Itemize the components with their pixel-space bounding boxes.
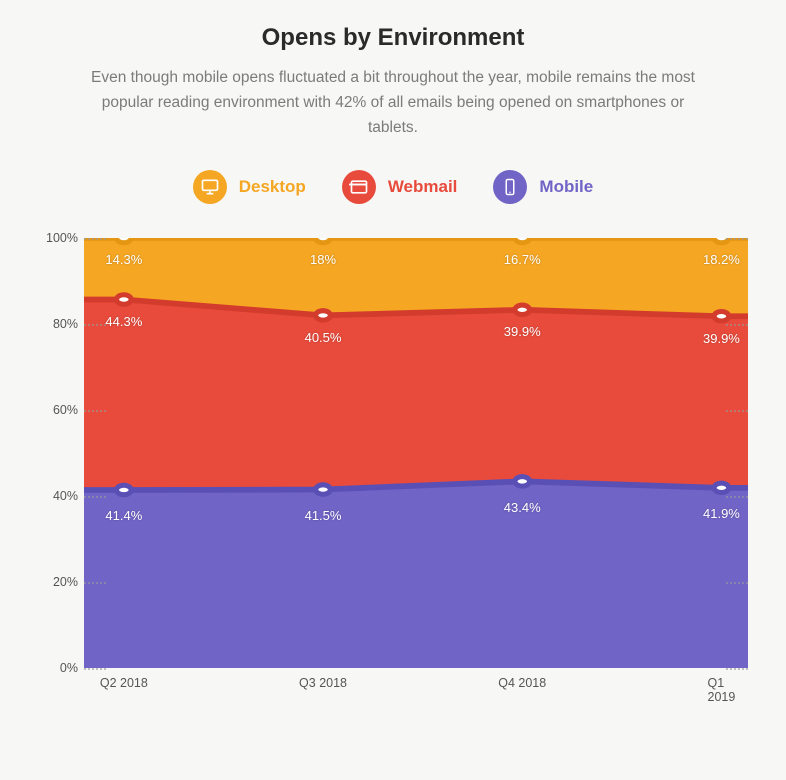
legend-item-webmail: Webmail <box>342 170 458 204</box>
x-tick-label: Q3 2018 <box>299 676 347 690</box>
y-axis-labels: 0%20%40%60%80%100% <box>28 238 84 668</box>
value-label-mobile: 41.9% <box>703 506 740 521</box>
chart-card: Opens by Environment Even though mobile … <box>0 0 786 728</box>
plot-svg <box>84 238 748 668</box>
mobile-icon <box>493 170 527 204</box>
marker-desktop <box>316 238 331 243</box>
chart-title: Opens by Environment <box>28 24 758 52</box>
marker-mobile <box>714 483 729 492</box>
area-mobile <box>84 482 748 669</box>
y-tick-label: 0% <box>60 661 78 675</box>
value-label-webmail: 44.3% <box>105 314 142 329</box>
value-label-desktop: 18.2% <box>703 252 740 267</box>
area-webmail <box>84 300 748 490</box>
value-label-mobile: 41.5% <box>305 508 342 523</box>
marker-mobile <box>316 485 331 494</box>
marker-webmail <box>515 305 530 314</box>
plot-area: 41.4% 41.5% 43.4% 41.9% 44.3% 40.5% 39.9% 39.9%… <box>84 238 748 668</box>
x-tick-label: Q4 2018 <box>498 676 546 690</box>
chart: 0%20%40%60%80%100% 41.4%41.5%43.4%41.9%4… <box>28 238 758 708</box>
marker-desktop <box>117 238 132 243</box>
legend-label-webmail: Webmail <box>388 177 458 197</box>
marker-webmail <box>714 312 729 321</box>
y-tick-label: 20% <box>53 575 78 589</box>
value-label-webmail: 39.9% <box>703 331 740 346</box>
marker-desktop <box>515 238 530 243</box>
marker-mobile <box>117 486 132 495</box>
marker-mobile <box>515 477 530 486</box>
x-tick-label: Q1 2019 <box>708 676 736 704</box>
marker-webmail <box>117 295 132 304</box>
value-label-desktop: 16.7% <box>504 252 541 267</box>
legend-label-desktop: Desktop <box>239 177 306 197</box>
y-tick-label: 40% <box>53 489 78 503</box>
x-tick-label: Q2 2018 <box>100 676 148 690</box>
value-label-mobile: 41.4% <box>105 508 142 523</box>
legend-item-mobile: Mobile <box>493 170 593 204</box>
legend-label-mobile: Mobile <box>539 177 593 197</box>
y-tick-label: 80% <box>53 317 78 331</box>
value-label-desktop: 18% <box>310 252 336 267</box>
chart-subtitle: Even though mobile opens fluctuated a bi… <box>83 66 703 140</box>
legend: Desktop Webmail Mobile <box>28 170 758 204</box>
value-label-webmail: 40.5% <box>305 330 342 345</box>
value-label-desktop: 14.3% <box>105 252 142 267</box>
marker-webmail <box>316 311 331 320</box>
y-tick-label: 100% <box>46 231 78 245</box>
desktop-icon <box>193 170 227 204</box>
x-axis-labels: Q2 2018Q3 2018Q4 2018Q1 2019 <box>84 676 748 700</box>
y-tick-label: 60% <box>53 403 78 417</box>
webmail-icon <box>342 170 376 204</box>
value-label-webmail: 39.9% <box>504 324 541 339</box>
legend-item-desktop: Desktop <box>193 170 306 204</box>
value-label-mobile: 43.4% <box>504 500 541 515</box>
